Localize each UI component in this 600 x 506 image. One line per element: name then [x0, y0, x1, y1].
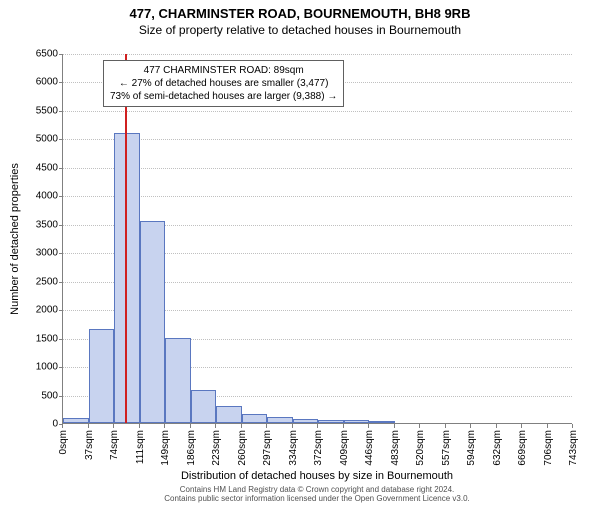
plot-region: 477 CHARMINSTER ROAD: 89sqm← 27% of deta…: [62, 54, 572, 424]
x-tick-mark: [292, 424, 293, 428]
y-tick-label: 6500: [36, 49, 58, 60]
x-tick-mark: [343, 424, 344, 428]
callout-box: 477 CHARMINSTER ROAD: 89sqm← 27% of deta…: [103, 60, 344, 107]
histogram-bar: [242, 414, 268, 423]
y-tick-label: 6000: [36, 77, 58, 88]
property-marker-line: [125, 54, 127, 423]
x-tick-mark: [572, 424, 573, 428]
chart-title: 477, CHARMINSTER ROAD, BOURNEMOUTH, BH8 …: [0, 6, 600, 21]
x-tick-mark: [547, 424, 548, 428]
chart-subtitle: Size of property relative to detached ho…: [0, 23, 600, 37]
histogram-bar: [267, 417, 293, 423]
x-tick-label: 409sqm: [339, 430, 350, 466]
x-tick-label: 483sqm: [390, 430, 401, 466]
histogram-bar: [369, 421, 395, 423]
histogram-bar: [63, 418, 89, 423]
y-tick-label: 3500: [36, 219, 58, 230]
y-tick-label: 5000: [36, 134, 58, 145]
histogram-bar: [191, 390, 217, 423]
x-tick-label: 74sqm: [109, 430, 120, 460]
x-tick-label: 0sqm: [58, 430, 69, 454]
gridline-h: [63, 54, 572, 55]
y-tick-label: 2000: [36, 305, 58, 316]
chart-area: 477 CHARMINSTER ROAD: 89sqm← 27% of deta…: [62, 54, 572, 424]
x-tick-mark: [164, 424, 165, 428]
footer-text: Contains HM Land Registry data © Crown c…: [62, 486, 572, 504]
y-tick-label: 2500: [36, 276, 58, 287]
x-tick-mark: [241, 424, 242, 428]
y-tick-label: 1000: [36, 362, 58, 373]
x-tick-mark: [266, 424, 267, 428]
x-tick-label: 557sqm: [441, 430, 452, 466]
y-axis-labels: 0500100015002000250030003500400045005000…: [0, 54, 62, 424]
x-tick-label: 706sqm: [543, 430, 554, 466]
callout-line-3: 73% of semi-detached houses are larger (…: [110, 90, 337, 103]
footer-line-2: Contains public sector information licen…: [62, 495, 572, 504]
x-tick-mark: [521, 424, 522, 428]
x-tick-label: 297sqm: [262, 430, 273, 466]
x-tick-mark: [215, 424, 216, 428]
callout-line-2: ← 27% of detached houses are smaller (3,…: [110, 77, 337, 90]
histogram-bar: [293, 419, 319, 423]
y-tick-label: 4500: [36, 162, 58, 173]
x-axis-title: Distribution of detached houses by size …: [62, 470, 572, 482]
x-tick-label: 594sqm: [466, 430, 477, 466]
histogram-bar: [165, 338, 191, 423]
x-tick-mark: [190, 424, 191, 428]
y-tick-label: 0: [52, 419, 58, 430]
histogram-bar: [140, 221, 166, 423]
callout-line-1: 477 CHARMINSTER ROAD: 89sqm: [110, 64, 337, 77]
x-tick-mark: [139, 424, 140, 428]
x-tick-mark: [62, 424, 63, 428]
x-tick-label: 186sqm: [186, 430, 197, 466]
x-tick-label: 260sqm: [237, 430, 248, 466]
histogram-bar: [344, 420, 370, 423]
y-tick-label: 500: [41, 390, 58, 401]
chart-container: 477, CHARMINSTER ROAD, BOURNEMOUTH, BH8 …: [0, 6, 600, 506]
x-tick-label: 669sqm: [517, 430, 528, 466]
x-tick-label: 632sqm: [492, 430, 503, 466]
x-tick-label: 520sqm: [415, 430, 426, 466]
x-tick-mark: [368, 424, 369, 428]
x-tick-label: 111sqm: [135, 430, 146, 464]
x-tick-mark: [419, 424, 420, 428]
y-tick-label: 1500: [36, 333, 58, 344]
x-tick-label: 446sqm: [364, 430, 375, 466]
x-tick-mark: [496, 424, 497, 428]
histogram-bar: [89, 329, 115, 423]
y-tick-label: 4000: [36, 191, 58, 202]
x-tick-label: 334sqm: [288, 430, 299, 466]
histogram-bar: [216, 406, 242, 423]
y-tick-label: 5500: [36, 105, 58, 116]
x-tick-mark: [445, 424, 446, 428]
x-tick-mark: [317, 424, 318, 428]
x-tick-label: 223sqm: [211, 430, 222, 466]
histogram-bar: [318, 420, 344, 423]
x-tick-label: 372sqm: [313, 430, 324, 466]
x-tick-label: 37sqm: [84, 430, 95, 460]
y-tick-label: 3000: [36, 248, 58, 259]
gridline-h: [63, 111, 572, 112]
x-axis-labels: 0sqm37sqm74sqm111sqm149sqm186sqm223sqm26…: [62, 424, 572, 474]
x-tick-mark: [88, 424, 89, 428]
x-tick-mark: [470, 424, 471, 428]
x-tick-mark: [113, 424, 114, 428]
x-tick-label: 149sqm: [160, 430, 171, 466]
x-tick-label: 743sqm: [568, 430, 579, 466]
x-tick-mark: [394, 424, 395, 428]
